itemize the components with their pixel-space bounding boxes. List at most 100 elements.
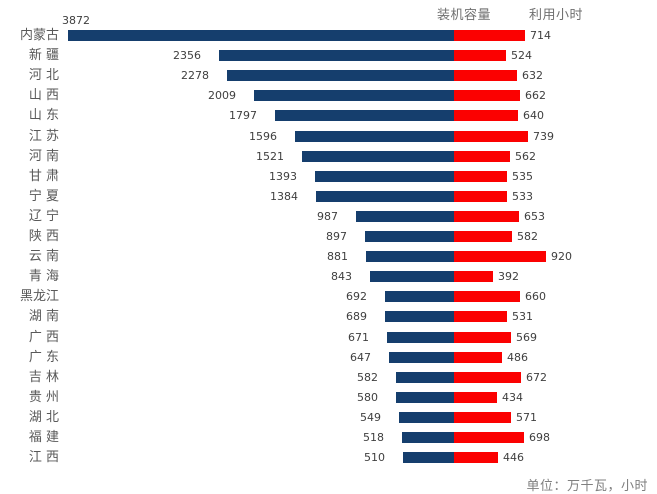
hours-bar — [454, 291, 520, 302]
category-label: 陕 西 — [28, 229, 59, 244]
hours-value-label: 660 — [525, 290, 546, 303]
capacity-value-label: 582 — [357, 371, 378, 384]
category-label: 新 疆 — [28, 48, 59, 63]
hours-bar — [454, 311, 507, 322]
hours-bar — [454, 412, 511, 423]
category-label: 黑龙江 — [19, 289, 59, 304]
category-label: 青 海 — [28, 269, 59, 284]
hours-value-label: 739 — [533, 130, 554, 143]
hours-value-label: 920 — [551, 250, 572, 263]
hours-bar — [454, 392, 497, 403]
hours-bar — [454, 191, 507, 202]
capacity-bar — [403, 452, 454, 463]
hours-bar — [454, 131, 528, 142]
category-label: 宁 夏 — [28, 189, 59, 204]
category-label: 辽 宁 — [28, 209, 59, 224]
hours-bar — [454, 352, 502, 363]
hours-value-label: 434 — [502, 391, 523, 404]
capacity-bar — [396, 392, 454, 403]
category-label: 甘 肃 — [28, 169, 59, 184]
capacity-value-label: 881 — [327, 250, 348, 263]
hours-value-label: 582 — [517, 230, 538, 243]
capacity-bar — [275, 110, 454, 121]
capacity-bar — [399, 412, 454, 423]
capacity-value-label: 1393 — [269, 170, 297, 183]
hours-value-label: 446 — [503, 451, 524, 464]
hours-bar — [454, 251, 546, 262]
capacity-bar — [402, 432, 454, 443]
category-label: 福 建 — [28, 430, 59, 445]
capacity-bar — [315, 171, 454, 182]
capacity-value-label: 1596 — [249, 130, 277, 143]
hours-bar — [454, 452, 498, 463]
category-label: 吉 林 — [28, 370, 59, 385]
hours-value-label: 392 — [498, 270, 519, 283]
hours-value-label: 571 — [516, 411, 537, 424]
hours-value-label: 662 — [525, 89, 546, 102]
capacity-bar — [219, 50, 454, 61]
hours-bar — [454, 231, 512, 242]
hours-value-label: 632 — [522, 69, 543, 82]
capacity-value-label: 3872 — [62, 14, 90, 27]
capacity-bar — [385, 291, 454, 302]
capacity-value-label: 518 — [363, 431, 384, 444]
capacity-bar — [295, 131, 454, 142]
capacity-value-label: 671 — [348, 331, 369, 344]
capacity-bar — [254, 90, 454, 101]
category-label: 河 南 — [28, 149, 59, 164]
hours-bar — [454, 432, 524, 443]
capacity-value-label: 897 — [326, 230, 347, 243]
capacity-value-label: 2278 — [181, 69, 209, 82]
hours-bar — [454, 30, 525, 41]
capacity-bar — [365, 231, 454, 242]
capacity-value-label: 689 — [346, 310, 367, 323]
hours-value-label: 672 — [526, 371, 547, 384]
unit-note: 单位：万千瓦，小时 — [526, 479, 648, 494]
hours-bar — [454, 332, 511, 343]
hours-bar — [454, 110, 518, 121]
hours-bar — [454, 171, 507, 182]
category-label: 广 西 — [28, 330, 59, 345]
capacity-value-label: 2356 — [173, 49, 201, 62]
capacity-bar — [227, 70, 454, 81]
capacity-value-label: 647 — [350, 351, 371, 364]
hours-value-label: 524 — [511, 49, 532, 62]
capacity-bar — [316, 191, 454, 202]
category-label: 广 东 — [28, 350, 59, 365]
category-label: 云 南 — [28, 249, 59, 264]
hours-bar — [454, 151, 510, 162]
hours-bar — [454, 70, 517, 81]
category-label: 贵 州 — [28, 390, 59, 405]
category-label: 江 西 — [28, 450, 59, 465]
category-label: 江 苏 — [28, 129, 59, 144]
category-label: 山 西 — [28, 88, 59, 103]
legend-capacity-label: 装机容量 — [437, 8, 492, 23]
category-label: 内蒙古 — [19, 28, 59, 43]
category-label: 河 北 — [28, 68, 59, 83]
capacity-bar — [389, 352, 454, 363]
capacity-bar — [396, 372, 454, 383]
capacity-bar — [385, 311, 454, 322]
hours-bar — [454, 211, 519, 222]
capacity-value-label: 987 — [317, 210, 338, 223]
hours-value-label: 486 — [507, 351, 528, 364]
capacity-value-label: 510 — [364, 451, 385, 464]
category-label: 湖 北 — [28, 410, 59, 425]
hours-value-label: 533 — [512, 190, 533, 203]
capacity-value-label: 580 — [357, 391, 378, 404]
capacity-bar — [387, 332, 454, 343]
capacity-bar — [68, 30, 454, 41]
capacity-value-label: 1797 — [229, 109, 257, 122]
capacity-value-label: 1384 — [270, 190, 298, 203]
capacity-value-label: 692 — [346, 290, 367, 303]
hours-value-label: 653 — [524, 210, 545, 223]
hours-bar — [454, 372, 521, 383]
hours-value-label: 562 — [515, 150, 536, 163]
capacity-value-label: 1521 — [256, 150, 284, 163]
hours-value-label: 531 — [512, 310, 533, 323]
category-label: 湖 南 — [28, 309, 59, 324]
hours-value-label: 640 — [523, 109, 544, 122]
capacity-value-label: 549 — [360, 411, 381, 424]
hours-value-label: 535 — [512, 170, 533, 183]
